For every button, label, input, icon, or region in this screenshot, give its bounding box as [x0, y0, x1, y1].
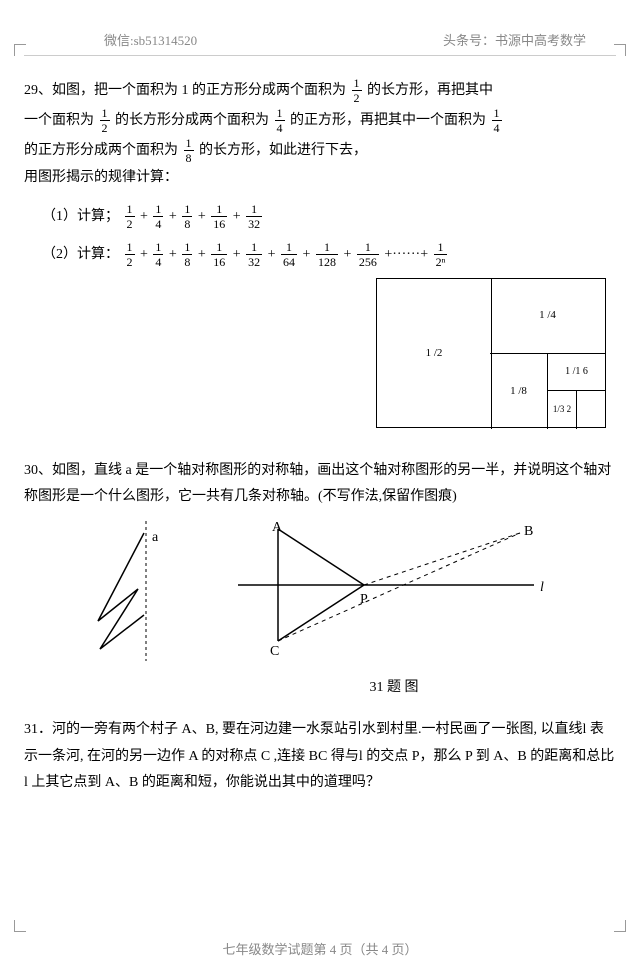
square-diagram: 1 /2 1 /4 1 /8 1 /1 6 1/3 2 — [376, 278, 606, 428]
calc1-label: （1）计算； — [42, 209, 119, 224]
wechat-id: 微信:sb51314520 — [104, 30, 197, 49]
q29-calc1: （1）计算； 12 + 14 + 18 + 116 + 132 — [42, 202, 616, 232]
q29-l3b: 的长方形，如此进行下去， — [199, 143, 367, 158]
frac-1-8: 18 — [184, 136, 194, 166]
label-a: a — [152, 525, 158, 552]
q29-l4: 用图形揭示的规律计算： — [24, 170, 178, 185]
figure-31-wrap: A B C P l 31 题 图 — [234, 521, 554, 702]
dots: +······+ — [384, 247, 428, 262]
corner-br — [614, 920, 626, 932]
pt-P: P — [360, 587, 368, 614]
frac-1-4: 14 — [275, 106, 285, 136]
page-header: 微信:sb51314520 头条号：书源中高考数学 — [24, 0, 616, 56]
pt-C: C — [270, 639, 279, 666]
frac-1-2b: 12 — [100, 106, 110, 136]
figure-31: A B C P l — [234, 521, 554, 671]
q29-l2b: 的长方形分成两个面积为 — [115, 113, 269, 128]
content: 29、如图，把一个面积为 1 的正方形分成两个面积为 12 的长方形，再把其中 … — [24, 76, 616, 797]
calc2-label: （2）计算： — [42, 247, 119, 262]
channel-name: 头条号：书源中高考数学 — [443, 30, 586, 49]
pt-B: B — [524, 519, 533, 546]
q29-l2c: 的正方形，再把其中一个面积为 — [290, 113, 486, 128]
q31-text: 31．河的一旁有两个村子 A、B, 要在河边建一水泵站引水到村里.一村民画了一张… — [24, 717, 616, 797]
fig31-label: 31 题 图 — [234, 675, 554, 702]
star-svg — [74, 521, 204, 661]
page-footer: 七年级数学试题第 4 页（共 4 页） — [0, 939, 640, 958]
q29-l2a: 一个面积为 — [24, 113, 94, 128]
q29-text: 29、如图，把一个面积为 1 的正方形分成两个面积为 12 的长方形，再把其中 … — [24, 76, 616, 192]
q29-l3a: 的正方形分成两个面积为 — [24, 143, 178, 158]
sq-half: 1 /2 — [377, 279, 492, 429]
figures-row: a A B C P l 31 题 图 — [24, 521, 616, 702]
q29-l1b: 的长方形，再把其中 — [367, 83, 493, 98]
figure-30: a — [74, 521, 204, 661]
q29-calc2: （2）计算： 12 + 14 + 18 + 116 + 132 + 164 + … — [42, 240, 616, 270]
sq-quarter: 1 /4 — [490, 279, 605, 354]
line-l: l — [540, 575, 544, 602]
q29-l1a: 29、如图，把一个面积为 1 的正方形分成两个面积为 — [24, 83, 346, 98]
frac-1-2: 12 — [352, 76, 362, 106]
q30-text: 30、如图，直线 a 是一个轴对称图形的对称轴，画出这个轴对称图形的另一半，并说… — [24, 458, 616, 511]
corner-bl — [14, 920, 26, 932]
sq-thirtysecond: 1/3 2 — [548, 391, 577, 429]
sq-sixteenth: 1 /1 6 — [548, 354, 605, 391]
frac-1-4b: 14 — [492, 106, 502, 136]
sq-eighth: 1 /8 — [490, 354, 548, 429]
pt-A: A — [272, 515, 282, 542]
